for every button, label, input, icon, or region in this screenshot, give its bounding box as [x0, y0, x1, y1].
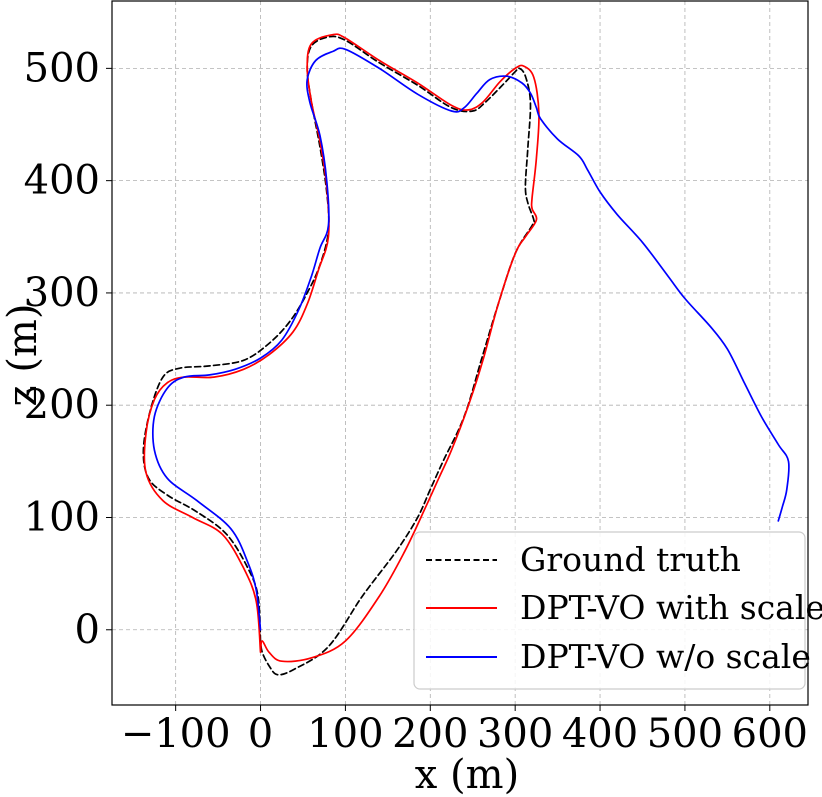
x-tick-label: 500	[647, 711, 723, 757]
legend-label-dpt-vo-w-o-scale: DPT-VO w/o scale	[520, 637, 811, 676]
x-tick-label: 300	[477, 711, 553, 757]
x-tick-label: 400	[562, 711, 638, 757]
y-tick-label: 400	[24, 158, 100, 204]
legend-label-ground-truth: Ground truth	[520, 540, 741, 579]
x-axis-label: x (m)	[415, 752, 519, 797]
series-line-dpt-vo-w-o-scale	[151, 47, 790, 631]
plot-frame	[111, 0, 809, 706]
series-group	[142, 33, 790, 676]
series-line-ground-truth	[142, 35, 536, 676]
y-tick-label: 500	[24, 45, 100, 91]
x-tick-label: 100	[307, 711, 383, 757]
legend-box	[413, 531, 806, 690]
x-tick-label: 200	[392, 711, 468, 757]
y-tick-label: 0	[75, 607, 100, 653]
y-tick-label: 300	[24, 270, 100, 316]
y-tick-label: 100	[24, 494, 100, 540]
x-tick-label: −100	[121, 711, 231, 757]
series-line-dpt-vo-with-scale	[143, 33, 540, 663]
y-axis-label: z (m)	[0, 304, 46, 407]
legend: Ground truth DPT-VO with scale DPT-VO w/o …	[413, 531, 822, 690]
legend-label-dpt-vo-with-scale: DPT-VO with scale	[520, 588, 822, 627]
x-tick-label: 0	[248, 711, 273, 757]
grid	[112, 1, 808, 705]
y-tick-label: 200	[24, 382, 100, 428]
x-tick-label: 600	[732, 711, 808, 757]
